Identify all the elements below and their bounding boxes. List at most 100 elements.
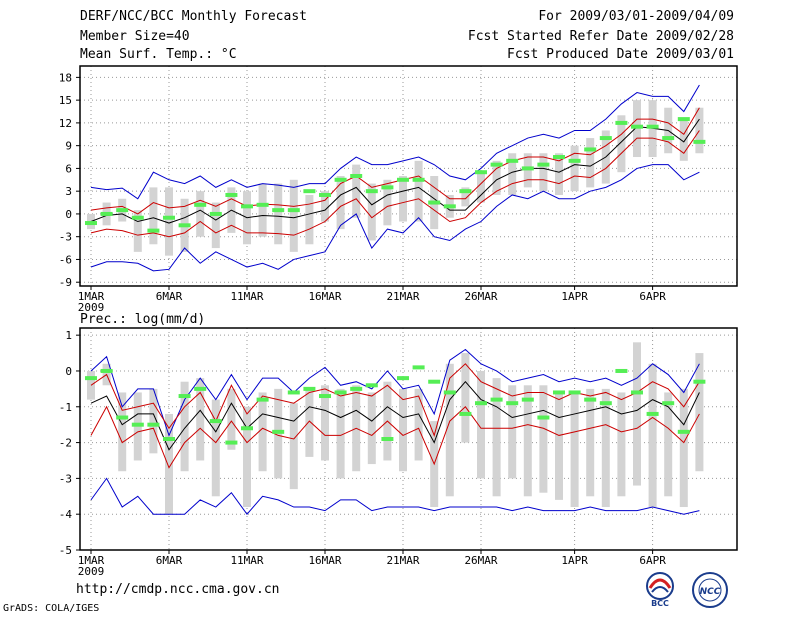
ensemble-mean-marker xyxy=(553,390,565,395)
y-tick-label: 15 xyxy=(59,94,72,107)
spread-box xyxy=(211,399,220,497)
x-tick-label: 1MAR xyxy=(78,554,105,567)
spread-box xyxy=(633,342,641,486)
spread-box xyxy=(165,413,173,515)
y-tick-label: 0 xyxy=(65,208,72,221)
ensemble-mean-marker xyxy=(677,429,690,434)
ensemble-mean-marker xyxy=(537,415,550,420)
ensemble-mean-marker xyxy=(412,365,425,370)
spread-box xyxy=(149,187,158,245)
ensemble-mean-marker xyxy=(490,397,503,402)
ensemble-mean-marker xyxy=(225,192,238,197)
spread-box xyxy=(492,378,501,497)
spread-box xyxy=(679,119,688,161)
ensemble-mean-marker xyxy=(553,155,565,160)
ensemble-mean-marker xyxy=(147,422,160,427)
spread-box xyxy=(211,202,220,249)
spread-box xyxy=(258,183,267,237)
variable-label: Mean Surf. Temp.: °C xyxy=(80,47,237,62)
y-tick-label: -2 xyxy=(59,437,72,450)
plot-frame xyxy=(79,65,738,287)
x-tick-label: 6MAR xyxy=(156,290,183,303)
ensemble-mean-marker xyxy=(568,390,581,395)
ensemble-mean-marker xyxy=(225,440,238,445)
ensemble-mean-marker xyxy=(443,204,456,209)
spread-box xyxy=(586,388,595,497)
ensemble-mean-marker xyxy=(303,189,316,194)
ensemble-mean-marker xyxy=(350,386,363,391)
source-url[interactable]: http://cmdp.ncc.cma.gov.cn xyxy=(76,582,280,597)
ensemble-mean-marker xyxy=(163,215,175,220)
series-line-min xyxy=(90,477,700,515)
spread-box xyxy=(586,138,595,188)
spread-box xyxy=(664,392,673,497)
ensemble-mean-marker xyxy=(631,390,643,395)
y-tick-label: -3 xyxy=(59,472,72,485)
series-line-lower xyxy=(90,130,700,238)
ensemble-mean-marker xyxy=(178,223,191,228)
ensemble-mean-marker xyxy=(521,166,534,171)
spread-box xyxy=(679,388,688,508)
ensemble-mean-marker xyxy=(428,379,441,384)
ensemble-mean-marker xyxy=(677,117,690,122)
spread-box xyxy=(289,403,298,490)
ensemble-mean-marker xyxy=(381,185,394,190)
y-tick-label: 3 xyxy=(65,185,72,198)
ensemble-mean-marker xyxy=(100,211,113,216)
ensemble-mean-marker xyxy=(116,415,129,420)
ensemble-mean-marker xyxy=(272,429,285,434)
ensemble-mean-marker xyxy=(662,136,675,141)
ensemble-mean-marker xyxy=(568,158,581,163)
spread-box xyxy=(367,183,376,241)
ncc-logo-icon: NCC xyxy=(692,572,728,608)
spread-box xyxy=(570,392,579,508)
y-tick-label: -1 xyxy=(59,401,72,414)
ensemble-mean-marker xyxy=(334,390,347,395)
y-tick-label: 9 xyxy=(65,140,72,153)
spread-box xyxy=(227,388,236,450)
spread-box xyxy=(508,385,517,479)
spread-box xyxy=(492,160,501,195)
bcc-logo-icon: BCC xyxy=(646,572,674,608)
spread-box xyxy=(133,210,142,252)
ensemble-mean-marker xyxy=(599,401,612,406)
x-tick-label: 11MAR xyxy=(230,554,263,567)
x-tick-label: 1MAR xyxy=(78,290,105,303)
spread-box xyxy=(383,179,392,226)
spread-box xyxy=(289,179,298,252)
y-tick-label: -5 xyxy=(59,544,72,557)
forecast-period: For 2009/03/01-2009/04/09 xyxy=(538,9,734,24)
ensemble-mean-marker xyxy=(506,401,519,406)
ensemble-mean-marker xyxy=(350,174,363,178)
ensemble-mean-marker xyxy=(365,383,378,388)
y-tick-label: -4 xyxy=(59,508,73,521)
ensemble-mean-marker xyxy=(116,208,129,213)
ensemble-mean-marker xyxy=(147,228,160,233)
ensemble-mean-marker xyxy=(443,390,456,395)
year-label: 2009 xyxy=(78,565,105,578)
x-tick-label: 6MAR xyxy=(156,554,183,567)
spread-box xyxy=(274,183,283,245)
ensemble-mean-marker xyxy=(194,386,207,391)
ensemble-mean-marker xyxy=(584,147,597,152)
spread-box xyxy=(165,187,173,256)
spread-box xyxy=(196,378,205,461)
ensemble-mean-marker xyxy=(646,124,659,129)
spread-box xyxy=(321,191,329,222)
spread-box xyxy=(648,363,657,508)
x-tick-label: 26MAR xyxy=(464,290,497,303)
spread-box xyxy=(477,172,485,203)
series-line-upper xyxy=(90,363,700,437)
spread-box xyxy=(336,176,345,230)
y-tick-label: -3 xyxy=(59,231,72,244)
ensemble-mean-marker xyxy=(194,202,207,207)
spread-box xyxy=(695,353,704,472)
ensemble-mean-marker xyxy=(490,162,503,167)
ensemble-mean-marker xyxy=(631,124,643,129)
spread-box xyxy=(149,388,158,454)
ensemble-mean-marker xyxy=(131,215,144,220)
x-tick-label: 1APR xyxy=(561,554,588,567)
bcc-logo-text: BCC xyxy=(651,599,669,608)
y-tick-label: 12 xyxy=(59,117,72,130)
